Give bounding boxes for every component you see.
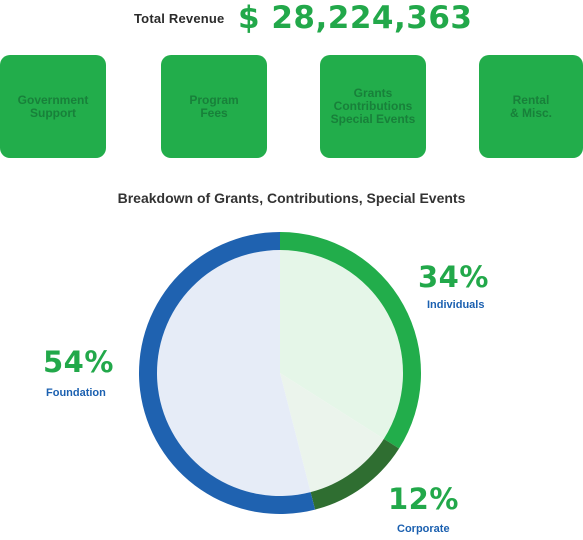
card-label: Program Fees	[189, 92, 239, 120]
card-label: Government Support	[17, 92, 89, 120]
slice-fill-individuals	[280, 250, 403, 439]
total-revenue-label: Total Revenue	[134, 11, 225, 26]
slice-percent-foundation: 54%	[43, 345, 114, 379]
slice-ring-corporate	[310, 438, 400, 510]
slice-fill-foundation	[156, 250, 311, 496]
header: Total Revenue $ 28,224,363	[0, 0, 583, 46]
revenue-card-government-support[interactable]: Government Support	[0, 55, 106, 158]
revenue-card-grants-contributions[interactable]: Grants Contributions Special Events	[320, 55, 426, 158]
slice-label-corporate: Corporate	[397, 523, 450, 535]
slice-fill-corporate	[280, 373, 384, 493]
chart-title: Breakdown of Grants, Contributions, Spec…	[117, 190, 466, 206]
total-revenue-amount: $ 28,224,363	[238, 0, 473, 36]
revenue-card-rental-misc[interactable]: Rental & Misc.	[479, 55, 583, 158]
revenue-card-program-fees[interactable]: Program Fees	[161, 55, 267, 158]
slice-percent-individuals: 34%	[418, 260, 489, 294]
card-label: Grants Contributions Special Events	[330, 86, 416, 126]
slice-percent-corporate: 12%	[388, 482, 459, 516]
card-label: Rental & Misc.	[509, 92, 552, 120]
slice-ring-individuals	[280, 232, 421, 449]
slice-label-individuals: Individuals	[427, 299, 485, 311]
slice-label-foundation: Foundation	[46, 387, 106, 399]
